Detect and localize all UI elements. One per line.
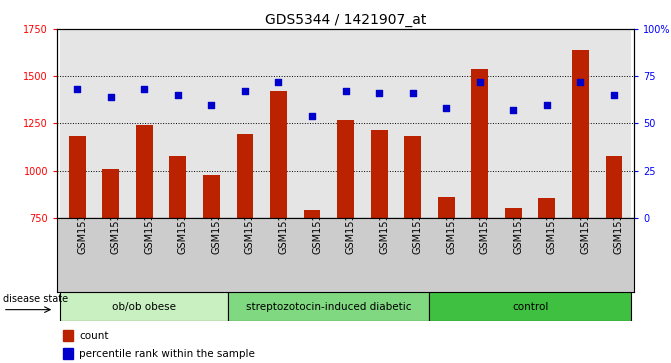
Bar (63, 330, 73, 341)
Bar (136, 125, 152, 359)
Point (575, 79, 586, 85)
Text: GSM1518413: GSM1518413 (513, 189, 523, 254)
Bar (429, 29, 463, 218)
Bar (370, 130, 387, 359)
Text: GSM1518421: GSM1518421 (379, 189, 389, 254)
Point (407, 90, 418, 96)
Text: GSM1518419: GSM1518419 (312, 189, 322, 254)
Bar (236, 134, 253, 359)
Point (273, 79, 284, 85)
Text: GSM1518423: GSM1518423 (77, 189, 87, 254)
Point (374, 90, 384, 96)
Bar (505, 208, 521, 359)
Point (105, 94, 116, 100)
Point (307, 113, 317, 119)
Bar (530, 29, 564, 218)
Bar (94, 29, 127, 218)
Text: GSM1518411: GSM1518411 (446, 189, 456, 254)
Bar (295, 29, 329, 218)
Bar (471, 69, 488, 359)
FancyBboxPatch shape (228, 292, 429, 321)
Bar (463, 29, 497, 218)
Bar (60, 29, 94, 218)
Bar (337, 120, 354, 359)
Text: GSM1518412: GSM1518412 (480, 189, 490, 254)
Text: GSM1518424: GSM1518424 (111, 189, 121, 254)
Bar (538, 198, 555, 359)
Bar (404, 136, 421, 359)
Point (541, 102, 552, 107)
Bar (195, 29, 228, 218)
Bar (203, 175, 219, 359)
Bar (228, 29, 262, 218)
Point (474, 79, 485, 85)
Text: control: control (512, 302, 548, 312)
Bar (497, 29, 530, 218)
FancyBboxPatch shape (60, 292, 228, 321)
Point (441, 105, 452, 111)
Text: GSM1518415: GSM1518415 (580, 189, 590, 254)
Bar (437, 197, 454, 359)
Bar (68, 136, 85, 359)
Bar (63, 348, 73, 359)
Point (240, 89, 250, 94)
Bar (161, 29, 195, 218)
Bar (362, 29, 396, 218)
Point (139, 86, 150, 92)
Text: GSM1518418: GSM1518418 (278, 189, 289, 254)
Point (172, 92, 183, 98)
Bar (597, 29, 631, 218)
Bar (127, 29, 161, 218)
Text: ob/ob obese: ob/ob obese (112, 302, 176, 312)
Text: GSM1518416: GSM1518416 (614, 189, 624, 254)
Point (609, 92, 619, 98)
Text: GSM1518414: GSM1518414 (547, 189, 557, 254)
Text: percentile rank within the sample: percentile rank within the sample (79, 349, 255, 359)
Point (340, 89, 351, 94)
Bar (396, 29, 429, 218)
Bar (605, 156, 622, 359)
Bar (102, 169, 119, 359)
Bar (270, 91, 287, 359)
Text: streptozotocin-induced diabetic: streptozotocin-induced diabetic (246, 302, 411, 312)
Point (508, 107, 519, 113)
Text: GSM1518425: GSM1518425 (144, 189, 154, 254)
Bar (329, 29, 362, 218)
Bar (262, 29, 295, 218)
Bar (303, 210, 320, 359)
Bar (564, 29, 597, 218)
Text: GSM1518420: GSM1518420 (346, 189, 356, 254)
Text: GSM1518422: GSM1518422 (413, 189, 423, 254)
Title: GDS5344 / 1421907_at: GDS5344 / 1421907_at (265, 13, 426, 26)
Text: GSM1518426: GSM1518426 (178, 189, 188, 254)
Bar (169, 155, 186, 359)
Text: GSM1518427: GSM1518427 (211, 189, 221, 254)
Point (72, 86, 83, 92)
Point (206, 102, 217, 107)
Bar (572, 50, 588, 359)
FancyBboxPatch shape (429, 292, 631, 321)
Text: GSM1518417: GSM1518417 (245, 189, 255, 254)
Text: disease state: disease state (3, 294, 68, 305)
Text: count: count (79, 331, 109, 341)
